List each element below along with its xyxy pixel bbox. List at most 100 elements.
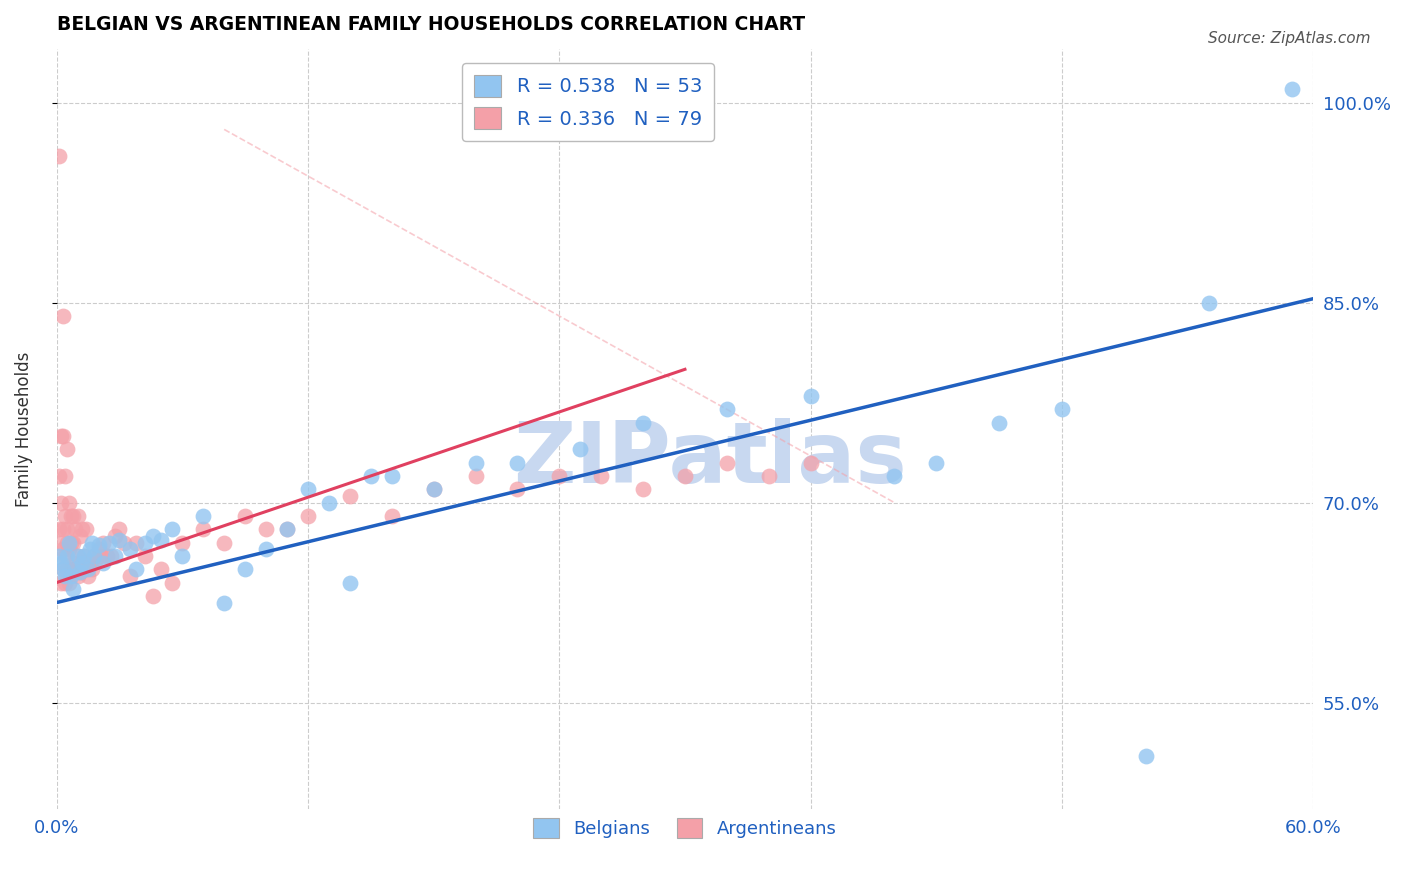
Point: [70, 522, 93, 536]
Point: [86, 551, 108, 566]
Point: [52, 309, 75, 323]
Point: [104, 529, 127, 543]
Point: [69, 529, 91, 543]
Point: [988, 416, 1011, 430]
Point: [75, 522, 97, 536]
Point: [548, 469, 571, 483]
Point: [91, 556, 114, 570]
Point: [56, 549, 79, 563]
Point: [66, 549, 89, 563]
Point: [53, 575, 76, 590]
Point: [276, 522, 298, 536]
Point: [254, 522, 277, 536]
Point: [66, 569, 89, 583]
Point: [160, 522, 183, 536]
Point: [52, 562, 75, 576]
Point: [49, 429, 72, 443]
Point: [125, 535, 148, 549]
Point: [79, 556, 101, 570]
Point: [506, 483, 529, 497]
Point: [56, 442, 79, 457]
Point: [591, 469, 613, 483]
Point: [62, 535, 84, 549]
Point: [212, 535, 235, 549]
Point: [79, 542, 101, 557]
Point: [75, 562, 97, 576]
Point: [422, 483, 444, 497]
Point: [134, 549, 156, 563]
Point: [49, 535, 72, 549]
Point: [1135, 748, 1157, 763]
Point: [233, 562, 256, 576]
Legend: Belgians, Argentineans: Belgians, Argentineans: [526, 811, 844, 846]
Point: [339, 489, 361, 503]
Point: [65, 562, 87, 576]
Point: [58, 535, 80, 549]
Point: [142, 589, 165, 603]
Point: [60, 569, 83, 583]
Point: [91, 535, 114, 549]
Point: [53, 508, 76, 523]
Point: [925, 456, 948, 470]
Text: BELGIAN VS ARGENTINEAN FAMILY HOUSEHOLDS CORRELATION CHART: BELGIAN VS ARGENTINEAN FAMILY HOUSEHOLDS…: [56, 15, 804, 34]
Point: [65, 522, 87, 536]
Point: [52, 429, 75, 443]
Point: [506, 456, 529, 470]
Point: [98, 535, 121, 549]
Point: [77, 569, 100, 583]
Point: [56, 522, 79, 536]
Point: [49, 575, 72, 590]
Point: [48, 469, 70, 483]
Point: [172, 535, 194, 549]
Point: [66, 549, 89, 563]
Point: [233, 508, 256, 523]
Point: [70, 556, 93, 570]
Point: [53, 569, 76, 583]
Point: [62, 508, 84, 523]
Point: [53, 549, 76, 563]
Point: [464, 456, 486, 470]
Point: [53, 469, 76, 483]
Point: [73, 549, 96, 563]
Point: [60, 508, 83, 523]
Point: [150, 562, 173, 576]
Point: [62, 582, 84, 597]
Point: [1198, 295, 1220, 310]
Point: [87, 542, 110, 557]
Point: [69, 565, 91, 579]
Point: [254, 542, 277, 557]
Point: [82, 535, 104, 549]
Point: [716, 456, 738, 470]
Point: [360, 469, 382, 483]
Point: [422, 483, 444, 497]
Point: [83, 549, 105, 563]
Point: [118, 542, 141, 557]
Y-axis label: Family Households: Family Households: [15, 351, 32, 507]
Point: [318, 495, 340, 509]
Point: [52, 542, 75, 557]
Point: [142, 529, 165, 543]
Point: [1281, 82, 1303, 96]
Point: [212, 596, 235, 610]
Point: [96, 549, 118, 563]
Point: [52, 562, 75, 576]
Point: [339, 575, 361, 590]
Point: [58, 575, 80, 590]
Point: [193, 522, 215, 536]
Point: [631, 416, 654, 430]
Point: [73, 549, 96, 563]
Point: [58, 542, 80, 557]
Point: [800, 456, 823, 470]
Point: [758, 469, 780, 483]
Point: [631, 483, 654, 497]
Point: [48, 522, 70, 536]
Point: [297, 483, 319, 497]
Point: [464, 469, 486, 483]
Point: [118, 569, 141, 583]
Point: [82, 562, 104, 576]
Point: [381, 508, 404, 523]
Point: [70, 562, 93, 576]
Point: [49, 495, 72, 509]
Point: [150, 533, 173, 547]
Point: [112, 535, 135, 549]
